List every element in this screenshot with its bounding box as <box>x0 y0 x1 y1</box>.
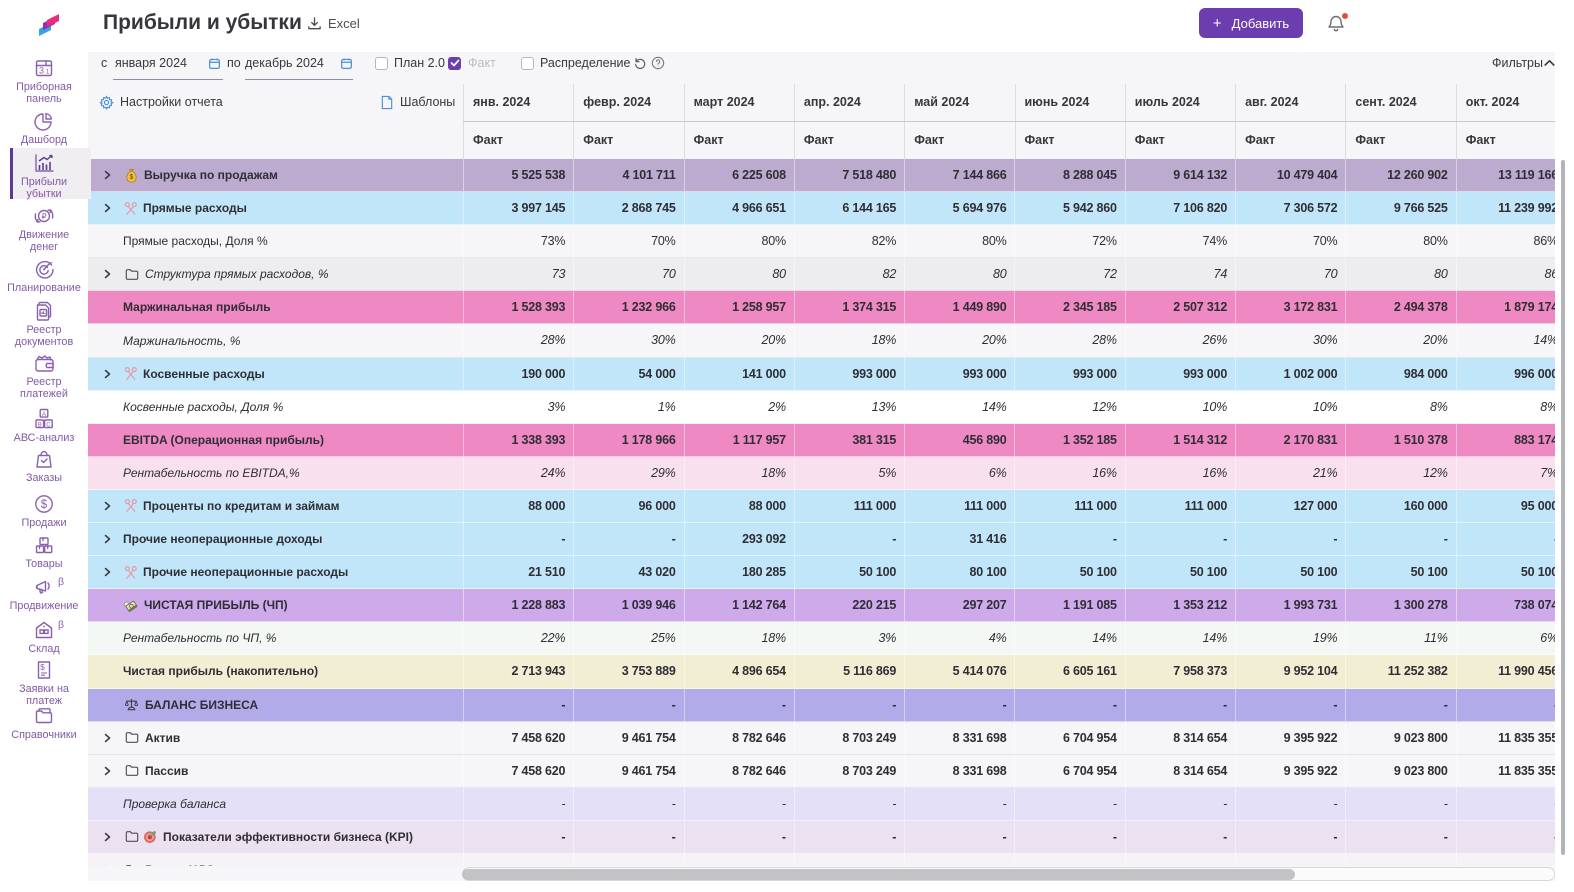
svg-text:B: B <box>38 422 42 428</box>
svg-text:$: $ <box>130 173 134 180</box>
svg-text:3: 3 <box>39 66 44 76</box>
svg-text:₽: ₽ <box>41 212 46 221</box>
svg-text:$: $ <box>41 499 48 511</box>
svg-text:C: C <box>46 422 51 428</box>
svg-text:1: 1 <box>46 70 50 76</box>
svg-text:A: A <box>42 412 46 418</box>
svg-text:$: $ <box>40 663 45 672</box>
